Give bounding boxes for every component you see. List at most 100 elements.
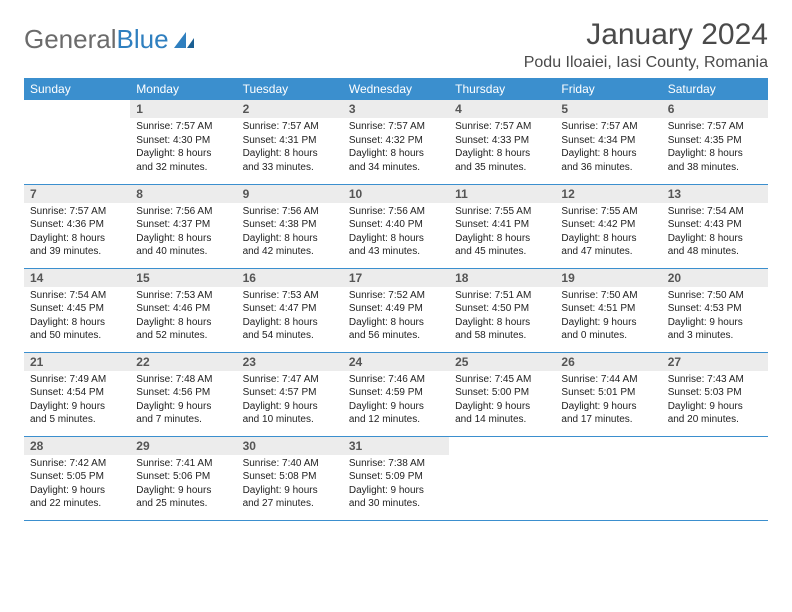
day-dl1: Daylight: 8 hours: [136, 147, 230, 161]
day-body: Sunrise: 7:54 AMSunset: 4:45 PMDaylight:…: [24, 287, 130, 349]
day-body: Sunrise: 7:57 AMSunset: 4:36 PMDaylight:…: [24, 203, 130, 265]
day-sunrise: Sunrise: 7:41 AM: [136, 457, 230, 471]
day-sunset: Sunset: 4:38 PM: [243, 218, 337, 232]
calendar-row: 21Sunrise: 7:49 AMSunset: 4:54 PMDayligh…: [24, 352, 768, 436]
day-sunset: Sunset: 4:32 PM: [349, 134, 443, 148]
day-body: Sunrise: 7:40 AMSunset: 5:08 PMDaylight:…: [237, 455, 343, 517]
day-dl2: and 32 minutes.: [136, 161, 230, 175]
day-sunrise: Sunrise: 7:38 AM: [349, 457, 443, 471]
day-dl1: Daylight: 8 hours: [455, 316, 549, 330]
day-sunrise: Sunrise: 7:56 AM: [243, 205, 337, 219]
day-body: Sunrise: 7:43 AMSunset: 5:03 PMDaylight:…: [662, 371, 768, 433]
day-body: Sunrise: 7:46 AMSunset: 4:59 PMDaylight:…: [343, 371, 449, 433]
day-body: Sunrise: 7:53 AMSunset: 4:47 PMDaylight:…: [237, 287, 343, 349]
day-dl1: Daylight: 8 hours: [455, 232, 549, 246]
day-dl2: and 12 minutes.: [349, 413, 443, 427]
day-dl1: Daylight: 9 hours: [136, 400, 230, 414]
day-number: 27: [662, 353, 768, 371]
day-sunset: Sunset: 5:00 PM: [455, 386, 549, 400]
day-dl1: Daylight: 9 hours: [30, 484, 124, 498]
calendar-cell: 8Sunrise: 7:56 AMSunset: 4:37 PMDaylight…: [130, 184, 236, 268]
day-sunrise: Sunrise: 7:44 AM: [561, 373, 655, 387]
day-sunset: Sunset: 5:06 PM: [136, 470, 230, 484]
calendar-cell: 10Sunrise: 7:56 AMSunset: 4:40 PMDayligh…: [343, 184, 449, 268]
location-text: Podu Iloaiei, Iasi County, Romania: [524, 54, 768, 72]
day-sunset: Sunset: 5:09 PM: [349, 470, 443, 484]
day-body: Sunrise: 7:56 AMSunset: 4:40 PMDaylight:…: [343, 203, 449, 265]
day-sunset: Sunset: 4:57 PM: [243, 386, 337, 400]
calendar-cell: 7Sunrise: 7:57 AMSunset: 4:36 PMDaylight…: [24, 184, 130, 268]
day-sunrise: Sunrise: 7:55 AM: [561, 205, 655, 219]
day-number: 16: [237, 269, 343, 287]
day-body: Sunrise: 7:49 AMSunset: 4:54 PMDaylight:…: [24, 371, 130, 433]
day-number: 1: [130, 100, 236, 118]
day-body: Sunrise: 7:56 AMSunset: 4:37 PMDaylight:…: [130, 203, 236, 265]
day-dl2: and 45 minutes.: [455, 245, 549, 259]
day-sunset: Sunset: 4:50 PM: [455, 302, 549, 316]
day-dl2: and 54 minutes.: [243, 329, 337, 343]
weekday-header: Wednesday: [343, 78, 449, 100]
day-sunrise: Sunrise: 7:57 AM: [455, 120, 549, 134]
day-sunrise: Sunrise: 7:54 AM: [668, 205, 762, 219]
day-body: Sunrise: 7:42 AMSunset: 5:05 PMDaylight:…: [24, 455, 130, 517]
day-sunset: Sunset: 4:43 PM: [668, 218, 762, 232]
day-number: 17: [343, 269, 449, 287]
title-block: January 2024 Podu Iloaiei, Iasi County, …: [524, 18, 768, 72]
day-dl1: Daylight: 8 hours: [30, 316, 124, 330]
calendar-cell: 16Sunrise: 7:53 AMSunset: 4:47 PMDayligh…: [237, 268, 343, 352]
day-dl1: Daylight: 9 hours: [668, 400, 762, 414]
logo-word1: General: [24, 24, 117, 55]
logo-word2: Blue: [117, 24, 169, 55]
calendar-cell: 26Sunrise: 7:44 AMSunset: 5:01 PMDayligh…: [555, 352, 661, 436]
calendar-cell: 14Sunrise: 7:54 AMSunset: 4:45 PMDayligh…: [24, 268, 130, 352]
calendar-cell: [555, 436, 661, 520]
day-dl1: Daylight: 8 hours: [349, 316, 443, 330]
calendar-cell: 21Sunrise: 7:49 AMSunset: 4:54 PMDayligh…: [24, 352, 130, 436]
day-body: Sunrise: 7:53 AMSunset: 4:46 PMDaylight:…: [130, 287, 236, 349]
day-dl2: and 35 minutes.: [455, 161, 549, 175]
day-number: 15: [130, 269, 236, 287]
day-number: 19: [555, 269, 661, 287]
day-body: Sunrise: 7:55 AMSunset: 4:42 PMDaylight:…: [555, 203, 661, 265]
day-body: Sunrise: 7:50 AMSunset: 4:53 PMDaylight:…: [662, 287, 768, 349]
calendar-cell: 30Sunrise: 7:40 AMSunset: 5:08 PMDayligh…: [237, 436, 343, 520]
day-body: Sunrise: 7:51 AMSunset: 4:50 PMDaylight:…: [449, 287, 555, 349]
day-number: 9: [237, 185, 343, 203]
day-sunset: Sunset: 4:51 PM: [561, 302, 655, 316]
day-dl2: and 43 minutes.: [349, 245, 443, 259]
day-sunrise: Sunrise: 7:57 AM: [668, 120, 762, 134]
day-dl2: and 40 minutes.: [136, 245, 230, 259]
month-title: January 2024: [524, 18, 768, 52]
day-dl2: and 52 minutes.: [136, 329, 230, 343]
day-number: 23: [237, 353, 343, 371]
weekday-header: Saturday: [662, 78, 768, 100]
calendar-row: 1Sunrise: 7:57 AMSunset: 4:30 PMDaylight…: [24, 100, 768, 184]
day-number: 2: [237, 100, 343, 118]
calendar-head: SundayMondayTuesdayWednesdayThursdayFrid…: [24, 78, 768, 100]
day-body: Sunrise: 7:57 AMSunset: 4:33 PMDaylight:…: [449, 118, 555, 180]
day-sunset: Sunset: 5:01 PM: [561, 386, 655, 400]
day-sunrise: Sunrise: 7:48 AM: [136, 373, 230, 387]
day-dl1: Daylight: 8 hours: [136, 316, 230, 330]
calendar-cell: 18Sunrise: 7:51 AMSunset: 4:50 PMDayligh…: [449, 268, 555, 352]
day-dl1: Daylight: 9 hours: [561, 400, 655, 414]
day-dl2: and 25 minutes.: [136, 497, 230, 511]
day-number: 10: [343, 185, 449, 203]
day-dl2: and 56 minutes.: [349, 329, 443, 343]
calendar-cell: 13Sunrise: 7:54 AMSunset: 4:43 PMDayligh…: [662, 184, 768, 268]
day-sunset: Sunset: 4:34 PM: [561, 134, 655, 148]
day-body: Sunrise: 7:56 AMSunset: 4:38 PMDaylight:…: [237, 203, 343, 265]
day-body: Sunrise: 7:47 AMSunset: 4:57 PMDaylight:…: [237, 371, 343, 433]
calendar-cell: 6Sunrise: 7:57 AMSunset: 4:35 PMDaylight…: [662, 100, 768, 184]
day-dl2: and 20 minutes.: [668, 413, 762, 427]
day-sunrise: Sunrise: 7:57 AM: [30, 205, 124, 219]
day-sunset: Sunset: 5:05 PM: [30, 470, 124, 484]
calendar-row: 7Sunrise: 7:57 AMSunset: 4:36 PMDaylight…: [24, 184, 768, 268]
day-sunrise: Sunrise: 7:49 AM: [30, 373, 124, 387]
day-sunset: Sunset: 5:03 PM: [668, 386, 762, 400]
day-sunset: Sunset: 4:49 PM: [349, 302, 443, 316]
weekday-header: Monday: [130, 78, 236, 100]
logo: GeneralBlue: [24, 18, 196, 55]
day-sunrise: Sunrise: 7:50 AM: [668, 289, 762, 303]
calendar-table: SundayMondayTuesdayWednesdayThursdayFrid…: [24, 78, 768, 521]
